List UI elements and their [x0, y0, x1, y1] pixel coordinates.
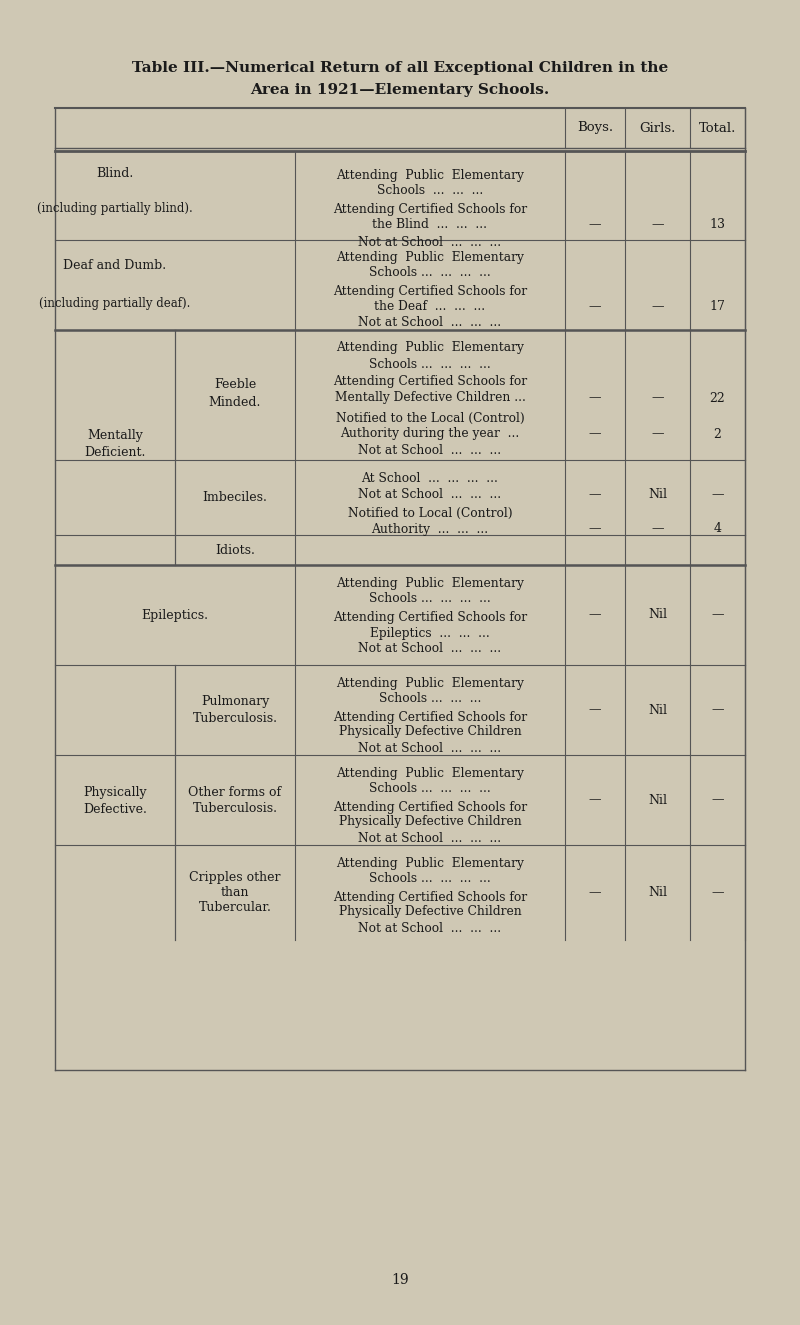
- Text: 13: 13: [710, 219, 726, 232]
- Text: Tubercular.: Tubercular.: [198, 901, 271, 914]
- Text: Deaf and Dumb.: Deaf and Dumb.: [63, 258, 166, 272]
- Text: Attending  Public  Elementary: Attending Public Elementary: [336, 252, 524, 265]
- Text: —: —: [651, 522, 664, 535]
- Text: —: —: [651, 391, 664, 404]
- Text: Attending Certified Schools for: Attending Certified Schools for: [333, 285, 527, 298]
- Text: 4: 4: [714, 522, 722, 535]
- Text: —: —: [589, 391, 602, 404]
- Text: Idiots.: Idiots.: [215, 543, 255, 556]
- Text: Schools ...  ...  ...  ...: Schools ... ... ... ...: [369, 358, 491, 371]
- Text: Pulmonary: Pulmonary: [201, 696, 269, 709]
- Text: Notified to the Local (Control): Notified to the Local (Control): [336, 412, 524, 424]
- Text: Mentally Defective Children ...: Mentally Defective Children ...: [334, 391, 526, 404]
- Text: Boys.: Boys.: [577, 122, 613, 135]
- Text: —: —: [651, 219, 664, 232]
- Text: Not at School  ...  ...  ...: Not at School ... ... ...: [358, 315, 502, 329]
- Text: —: —: [711, 886, 724, 898]
- Text: Not at School  ...  ...  ...: Not at School ... ... ...: [358, 489, 502, 501]
- Text: —: —: [651, 301, 664, 314]
- Text: Attending Certified Schools for: Attending Certified Schools for: [333, 375, 527, 388]
- Text: Defective.: Defective.: [83, 803, 147, 816]
- Text: Attending  Public  Elementary: Attending Public Elementary: [336, 856, 524, 869]
- Text: Schools  ...  ...  ...: Schools ... ... ...: [377, 184, 483, 197]
- Text: Mentally: Mentally: [87, 429, 143, 443]
- Text: Attending Certified Schools for: Attending Certified Schools for: [333, 890, 527, 904]
- Text: Deficient.: Deficient.: [84, 447, 146, 458]
- Text: Cripples other: Cripples other: [190, 871, 281, 884]
- Text: Attending  Public  Elementary: Attending Public Elementary: [336, 342, 524, 355]
- Text: Authority  ...  ...  ...: Authority ... ... ...: [371, 522, 489, 535]
- Text: Attending Certified Schools for: Attending Certified Schools for: [333, 710, 527, 723]
- Text: —: —: [589, 428, 602, 440]
- Text: Minded.: Minded.: [209, 395, 261, 408]
- Text: 22: 22: [710, 391, 726, 404]
- Text: the Blind  ...  ...  ...: the Blind ... ... ...: [373, 219, 487, 232]
- Text: Tuberculosis.: Tuberculosis.: [193, 712, 278, 725]
- Text: Epileptics.: Epileptics.: [142, 608, 209, 621]
- Text: Nil: Nil: [648, 794, 667, 807]
- Text: Schools ...  ...  ...  ...: Schools ... ... ... ...: [369, 592, 491, 606]
- Text: the Deaf  ...  ...  ...: the Deaf ... ... ...: [374, 301, 486, 314]
- Text: Attending Certified Schools for: Attending Certified Schools for: [333, 611, 527, 624]
- Text: Not at School  ...  ...  ...: Not at School ... ... ...: [358, 444, 502, 457]
- Text: Not at School  ...  ...  ...: Not at School ... ... ...: [358, 641, 502, 655]
- Text: Epileptics  ...  ...  ...: Epileptics ... ... ...: [370, 627, 490, 640]
- Text: Not at School  ...  ...  ...: Not at School ... ... ...: [358, 832, 502, 844]
- Text: —: —: [589, 301, 602, 314]
- Text: —: —: [589, 522, 602, 535]
- Text: Nil: Nil: [648, 489, 667, 501]
- Text: 17: 17: [710, 301, 726, 314]
- Text: —: —: [711, 704, 724, 717]
- Text: Attending  Public  Elementary: Attending Public Elementary: [336, 576, 524, 590]
- Text: Attending  Public  Elementary: Attending Public Elementary: [336, 766, 524, 779]
- Text: —: —: [711, 794, 724, 807]
- Text: Schools ...  ...  ...  ...: Schools ... ... ... ...: [369, 872, 491, 885]
- Text: —: —: [589, 489, 602, 501]
- Text: Girls.: Girls.: [639, 122, 676, 135]
- Text: —: —: [589, 219, 602, 232]
- Text: 19: 19: [391, 1273, 409, 1287]
- Text: Nil: Nil: [648, 704, 667, 717]
- Text: Blind.: Blind.: [96, 167, 134, 180]
- Text: Attending  Public  Elementary: Attending Public Elementary: [336, 170, 524, 183]
- Text: —: —: [589, 608, 602, 621]
- Text: Schools ...  ...  ...  ...: Schools ... ... ... ...: [369, 266, 491, 280]
- Text: Physically Defective Children: Physically Defective Children: [338, 905, 522, 918]
- Text: Tuberculosis.: Tuberculosis.: [193, 802, 278, 815]
- Text: Physically Defective Children: Physically Defective Children: [338, 815, 522, 828]
- Text: Physically Defective Children: Physically Defective Children: [338, 726, 522, 738]
- Text: Schools ...  ...  ...: Schools ... ... ...: [379, 693, 481, 705]
- Text: (including partially blind).: (including partially blind).: [37, 203, 193, 216]
- Text: Notified to Local (Control): Notified to Local (Control): [348, 506, 512, 519]
- Text: Feeble: Feeble: [214, 379, 256, 391]
- Text: Not at School  ...  ...  ...: Not at School ... ... ...: [358, 921, 502, 934]
- Text: —: —: [589, 794, 602, 807]
- Text: Attending Certified Schools for: Attending Certified Schools for: [333, 800, 527, 814]
- Text: Attending Certified Schools for: Attending Certified Schools for: [333, 203, 527, 216]
- Text: Nil: Nil: [648, 886, 667, 898]
- Text: 2: 2: [714, 428, 722, 440]
- Text: Not at School  ...  ...  ...: Not at School ... ... ...: [358, 236, 502, 249]
- Text: —: —: [589, 704, 602, 717]
- Text: Authority during the year  ...: Authority during the year ...: [340, 428, 520, 440]
- Text: Not at School  ...  ...  ...: Not at School ... ... ...: [358, 742, 502, 754]
- Text: Area in 1921—Elementary Schools.: Area in 1921—Elementary Schools.: [250, 83, 550, 97]
- Text: —: —: [711, 608, 724, 621]
- Text: Schools ...  ...  ...  ...: Schools ... ... ... ...: [369, 783, 491, 795]
- Text: —: —: [589, 886, 602, 898]
- Text: Other forms of: Other forms of: [189, 786, 282, 799]
- Text: At School  ...  ...  ...  ...: At School ... ... ... ...: [362, 472, 498, 485]
- Text: Attending  Public  Elementary: Attending Public Elementary: [336, 677, 524, 689]
- Text: Table III.—Numerical Return of all Exceptional Children in the: Table III.—Numerical Return of all Excep…: [132, 61, 668, 76]
- Text: Imbeciles.: Imbeciles.: [202, 492, 267, 504]
- Text: (including partially deaf).: (including partially deaf).: [39, 297, 190, 310]
- Text: Nil: Nil: [648, 608, 667, 621]
- Text: Total.: Total.: [699, 122, 736, 135]
- Text: Physically: Physically: [83, 786, 147, 799]
- Text: than: than: [221, 886, 250, 898]
- Text: —: —: [711, 489, 724, 501]
- Text: —: —: [651, 428, 664, 440]
